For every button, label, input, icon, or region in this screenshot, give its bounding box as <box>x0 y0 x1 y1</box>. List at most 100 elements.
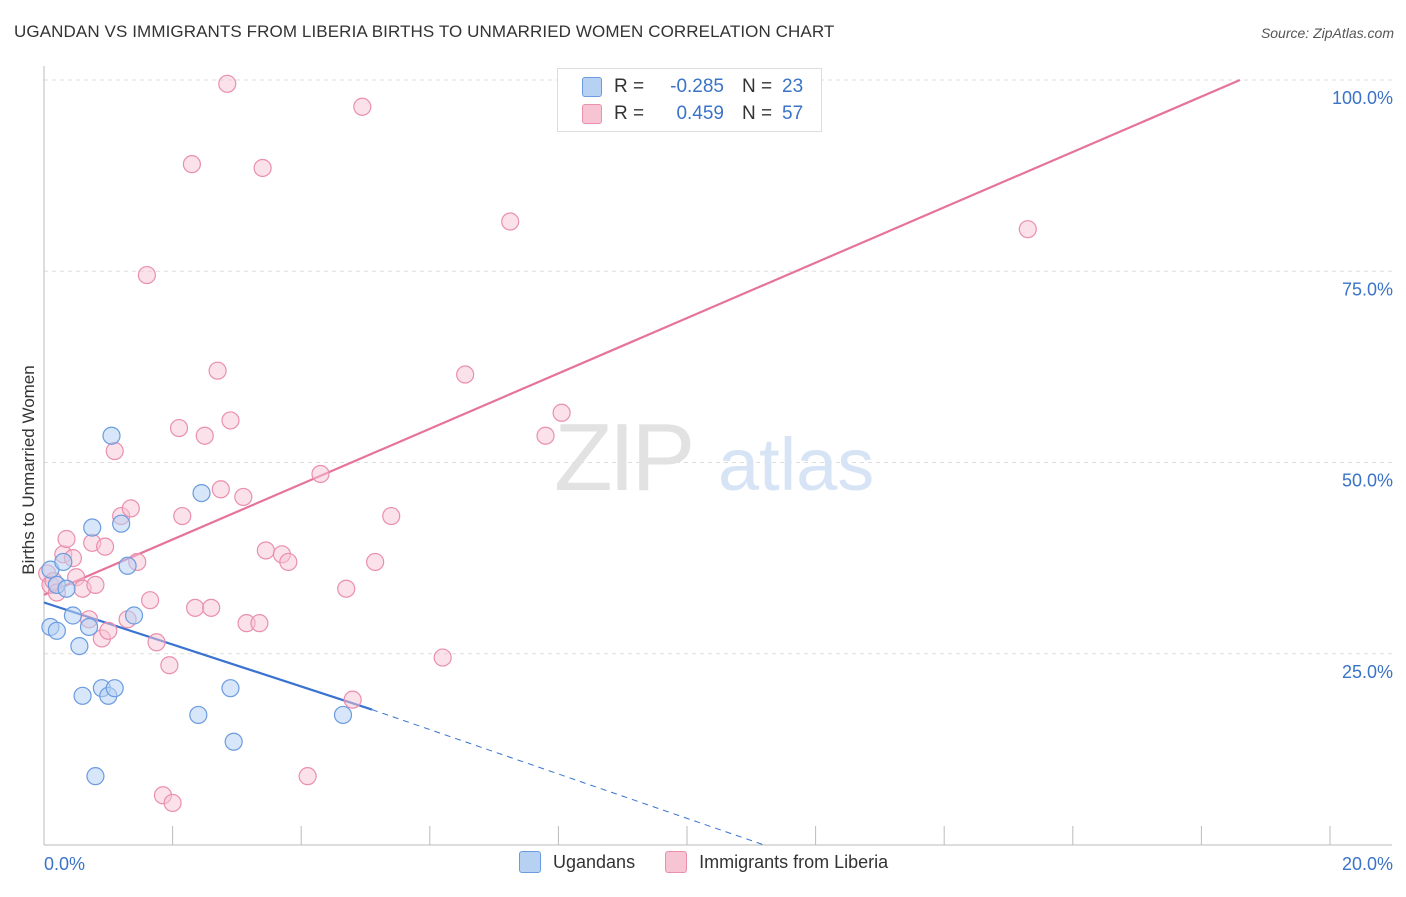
watermark: ZIP atlas <box>554 404 874 511</box>
point-ugandans <box>73 686 92 705</box>
point-ugandans <box>105 679 124 698</box>
point-liberia <box>343 690 362 709</box>
point-liberia <box>382 506 401 526</box>
trend-line-ugandans <box>43 601 373 711</box>
point-liberia <box>195 426 214 445</box>
watermark-zip: ZIP <box>554 404 691 511</box>
point-liberia <box>140 591 160 610</box>
point-ugandans <box>83 518 102 537</box>
point-ugandans <box>63 606 83 625</box>
label-layer: 25.0% 50.0% 75.0% 100.0% 0.0% 20.0% <box>44 88 1393 874</box>
point-liberia <box>501 212 520 231</box>
legend-swatch-pink <box>582 104 602 124</box>
legend-n-value: 23 <box>782 76 804 97</box>
point-liberia <box>1018 220 1037 239</box>
legend-r-value: -0.285 <box>670 76 724 97</box>
point-ugandans <box>192 484 211 503</box>
point-ugandans <box>79 617 99 637</box>
point-liberia <box>208 361 227 380</box>
point-liberia <box>456 365 475 384</box>
legend-swatch-blue <box>582 77 602 97</box>
point-liberia <box>163 793 182 813</box>
point-liberia <box>536 426 555 445</box>
legend-label-ugandans: Ugandans <box>553 851 636 872</box>
legend-item-liberia[interactable]: Immigrants from Liberia <box>665 851 888 873</box>
point-liberia <box>353 97 372 116</box>
point-liberia <box>211 480 230 499</box>
point-liberia <box>279 552 298 572</box>
point-ugandans <box>57 579 76 598</box>
y-tick-label: 75.0% <box>1342 279 1393 299</box>
point-ugandans <box>54 552 73 572</box>
y-axis-title-wrap: Births to Unmarried Women <box>16 340 40 600</box>
legend-n-label: N = <box>742 76 773 97</box>
point-ugandans <box>189 705 208 725</box>
point-liberia <box>137 265 156 285</box>
point-liberia <box>95 537 115 556</box>
point-liberia <box>337 579 356 598</box>
point-liberia <box>121 499 140 518</box>
legend-n-value: 57 <box>782 103 804 124</box>
point-liberia <box>202 598 221 617</box>
point-liberia <box>173 506 192 526</box>
point-liberia <box>99 621 118 640</box>
point-liberia <box>366 552 385 572</box>
y-tick-label: 25.0% <box>1342 662 1393 682</box>
stats-legend: R = -0.285 N = 23 R = 0.459 N = 57 <box>557 68 822 132</box>
legend-swatch-blue <box>519 851 541 873</box>
point-liberia <box>250 614 269 633</box>
watermark-atlas: atlas <box>718 423 874 506</box>
point-liberia <box>552 403 571 422</box>
point-ugandans <box>224 732 243 751</box>
point-ugandans <box>70 636 89 656</box>
point-liberia <box>186 598 205 617</box>
x-tick-label-max: 20.0% <box>1342 854 1393 874</box>
y-axis-title: Births to Unmarried Women <box>19 365 38 574</box>
point-liberia <box>57 529 76 549</box>
point-ugandans <box>112 514 131 533</box>
y-tick-label: 50.0% <box>1342 471 1393 491</box>
point-ugandans <box>221 679 240 698</box>
series-legend: Ugandans Immigrants from Liberia <box>519 851 918 873</box>
legend-row-ugandans: R = -0.285 N = 23 <box>582 75 803 99</box>
point-ugandans <box>86 767 105 786</box>
point-liberia <box>182 155 201 174</box>
point-liberia <box>298 767 317 786</box>
legend-row-liberia: R = 0.459 N = 57 <box>582 102 803 126</box>
legend-item-ugandans[interactable]: Ugandans <box>519 851 635 873</box>
point-liberia <box>256 541 275 560</box>
point-liberia <box>105 441 124 461</box>
point-liberia <box>311 464 330 484</box>
point-liberia <box>160 656 179 675</box>
point-liberia <box>234 487 253 507</box>
trend-line-ugandans-extension <box>371 709 765 846</box>
legend-r-label: R = <box>614 103 645 124</box>
legend-r-label: R = <box>614 76 645 97</box>
legend-label-liberia: Immigrants from Liberia <box>699 851 889 872</box>
point-ugandans <box>118 556 137 575</box>
legend-r-value: 0.459 <box>676 103 724 124</box>
point-liberia <box>147 633 166 652</box>
point-liberia <box>221 411 240 430</box>
axis-layer <box>43 66 1392 846</box>
source-label[interactable]: Source: ZipAtlas.com <box>1260 25 1394 41</box>
point-ugandans <box>47 621 66 640</box>
x-tick-label-min: 0.0% <box>44 854 85 874</box>
point-liberia <box>218 74 237 93</box>
points-layer <box>38 74 1037 813</box>
legend-n-label: N = <box>742 103 773 124</box>
trend-line-liberia <box>43 78 1241 596</box>
point-liberia <box>169 418 189 438</box>
point-ugandans <box>102 426 121 445</box>
point-ugandans <box>333 705 353 725</box>
point-liberia <box>86 575 105 595</box>
y-tick-label: 100.0% <box>1332 88 1393 108</box>
point-liberia <box>433 648 452 667</box>
legend-swatch-pink <box>665 851 688 873</box>
chart-title: UGANDAN VS IMMIGRANTS FROM LIBERIA BIRTH… <box>14 22 835 41</box>
point-ugandans <box>124 606 144 625</box>
point-liberia <box>253 158 272 178</box>
trend-layer <box>43 78 1241 846</box>
